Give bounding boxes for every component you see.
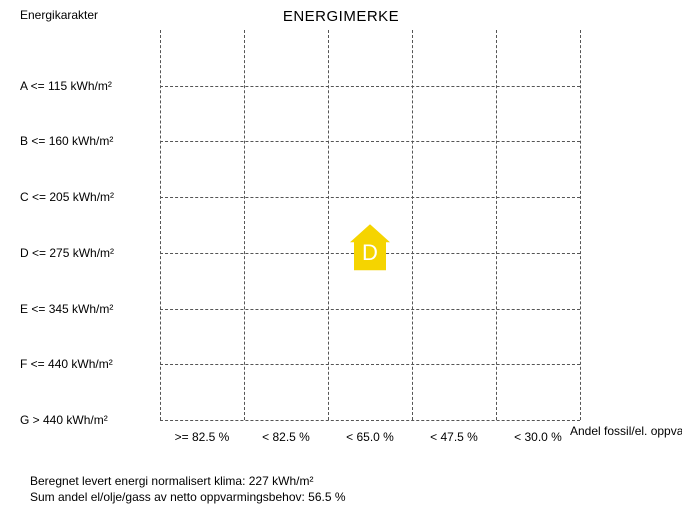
footer-text: Beregnet levert energi normalisert klima… (30, 473, 346, 505)
grid-hline (160, 420, 580, 421)
energy-marker: D (350, 224, 390, 272)
y-label: A <= 115 kWh/m² (20, 79, 150, 93)
x-label: >= 82.5 % (175, 430, 230, 444)
grid-vline (328, 30, 329, 420)
x-label: < 82.5 % (262, 430, 310, 444)
grid-vline (580, 30, 581, 420)
grid-hline (160, 197, 580, 198)
footer-line-1: Beregnet levert energi normalisert klima… (30, 473, 346, 489)
grid-hline (160, 364, 580, 365)
chart-title: ENERGIMERKE (0, 8, 682, 25)
marker-letter: D (350, 240, 390, 266)
xaxis-title: Andel fossil/el. oppvarming (570, 424, 682, 438)
grid-hline (160, 309, 580, 310)
y-label: G > 440 kWh/m² (20, 413, 150, 427)
grid-hline (160, 86, 580, 87)
y-label: E <= 345 kWh/m² (20, 302, 150, 316)
energy-grid: D (160, 30, 580, 420)
y-label: F <= 440 kWh/m² (20, 357, 150, 371)
grid-vline (412, 30, 413, 420)
y-label: B <= 160 kWh/m² (20, 134, 150, 148)
x-label: < 30.0 % (514, 430, 562, 444)
y-label: D <= 275 kWh/m² (20, 246, 150, 260)
x-labels-container: >= 82.5 % < 82.5 % < 65.0 % < 47.5 % < 30.0 … (160, 430, 580, 450)
x-label: < 65.0 % (346, 430, 394, 444)
y-label: C <= 205 kWh/m² (20, 190, 150, 204)
grid-vline (496, 30, 497, 420)
grid-hline (160, 141, 580, 142)
footer-line-2: Sum andel el/olje/gass av netto oppvarmi… (30, 489, 346, 505)
x-label: < 47.5 % (430, 430, 478, 444)
grid-vline (160, 30, 161, 420)
grid-vline (244, 30, 245, 420)
